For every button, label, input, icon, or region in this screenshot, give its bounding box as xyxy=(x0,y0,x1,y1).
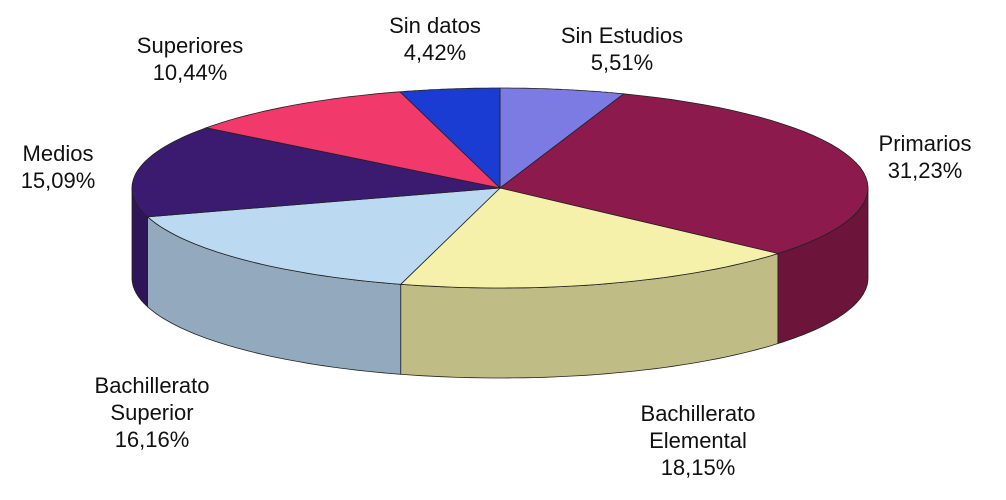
pie-slice xyxy=(399,87,501,189)
value-label: 15,09% xyxy=(20,168,96,193)
value-label: 5,51% xyxy=(590,50,654,75)
value-label: 4,42% xyxy=(403,40,467,65)
category-name: Bachillerato Superior xyxy=(94,373,210,425)
category-name: Superiores xyxy=(136,33,244,58)
slice-label: Sin datos 4,42% xyxy=(365,12,505,66)
slice-label: Medios 15,09% xyxy=(0,140,118,194)
category-name: Medios xyxy=(22,141,94,166)
pie-slice xyxy=(131,127,501,218)
category-name: Sin Estudios xyxy=(560,23,684,48)
value-label: 31,23% xyxy=(887,158,963,183)
slice-label: Superiores 10,44% xyxy=(110,32,270,86)
pie-slice xyxy=(204,91,502,189)
pie-slice xyxy=(499,87,625,189)
category-name: Sin datos xyxy=(389,13,481,38)
category-name: Primarios xyxy=(878,131,972,156)
slice-label: Bachillerato Superior 16,16% xyxy=(82,372,222,453)
value-label: 18,15% xyxy=(660,455,736,480)
category-name: Bachillerato Elemental xyxy=(640,401,756,453)
slice-label: Bachillerato Elemental 18,15% xyxy=(628,400,768,481)
pie-slice xyxy=(499,93,869,254)
value-label: 16,16% xyxy=(114,427,190,452)
pie-slice xyxy=(146,187,502,285)
value-label: 10,44% xyxy=(152,60,228,85)
pie-slice xyxy=(399,187,780,289)
slice-label: Sin Estudios 5,51% xyxy=(522,22,722,76)
slice-label: Primarios 31,23% xyxy=(845,130,1005,184)
